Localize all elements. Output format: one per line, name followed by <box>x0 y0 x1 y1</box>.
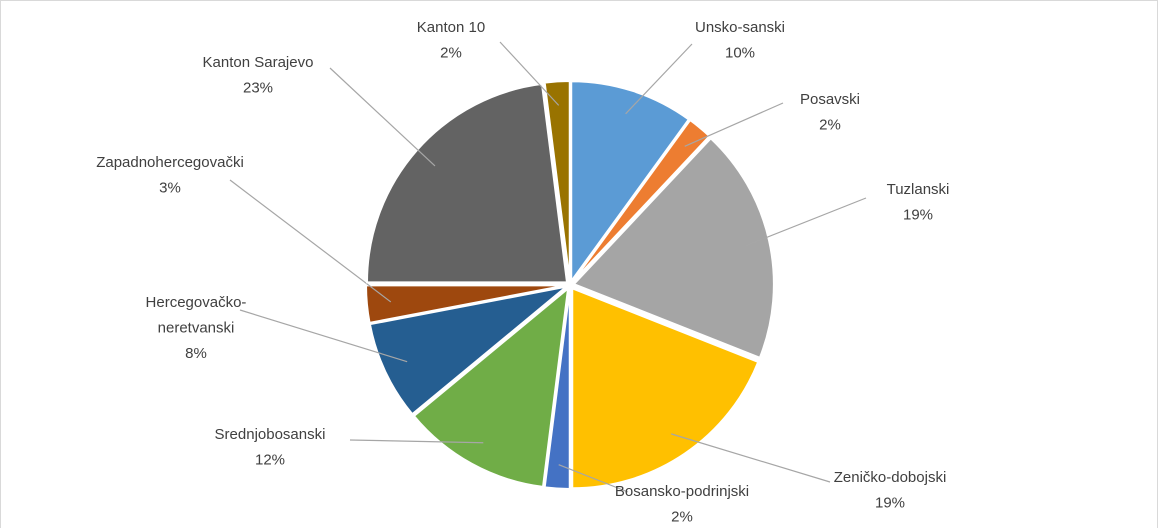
category-label: Tuzlanski <box>887 181 950 198</box>
leader-line <box>499 41 560 106</box>
value-label: 19% <box>875 494 905 511</box>
value-label: 10% <box>725 44 755 61</box>
value-label: 12% <box>255 451 285 468</box>
category-label: Srednjobosanski <box>215 426 326 443</box>
pie-slice <box>412 286 570 489</box>
value-label: 2% <box>819 116 841 133</box>
pie-slice <box>365 82 569 284</box>
value-label: 2% <box>671 508 693 525</box>
leader-line <box>349 439 484 444</box>
pie-slice <box>543 288 571 490</box>
category-label: Zeničko-dobojski <box>834 469 947 486</box>
leader-line <box>684 102 784 147</box>
leader-line <box>745 197 867 247</box>
leader-line <box>329 67 436 167</box>
category-label: Zapadnohercegovački <box>96 154 244 171</box>
value-label: 23% <box>243 79 273 96</box>
label-line: Hercegovačko- <box>146 294 247 311</box>
category-label: Hercegovačko-neretvanski <box>146 294 247 337</box>
category-label: Kanton 10 <box>417 19 485 36</box>
pie-slice <box>572 136 775 360</box>
pie-slice <box>570 80 691 285</box>
leader-line <box>558 464 629 493</box>
value-label: 19% <box>903 206 933 223</box>
leader-line <box>671 433 831 483</box>
value-label: 3% <box>159 179 181 196</box>
category-label: Kanton Sarajevo <box>203 54 314 71</box>
label-line: neretvanski <box>158 319 235 336</box>
leader-line <box>229 179 392 303</box>
pie-slice <box>571 286 760 490</box>
pie-slice <box>365 284 567 325</box>
value-label: 8% <box>185 345 207 362</box>
pie-slice <box>543 80 571 282</box>
leader-line <box>625 43 693 115</box>
category-label: Bosansko-podrinjski <box>615 483 749 500</box>
pie-slice <box>368 285 568 416</box>
category-label: Unsko-sanski <box>695 19 785 36</box>
leader-line <box>239 309 408 363</box>
value-label: 2% <box>440 44 462 61</box>
pie-slice <box>571 118 711 283</box>
category-label: Posavski <box>800 91 860 108</box>
